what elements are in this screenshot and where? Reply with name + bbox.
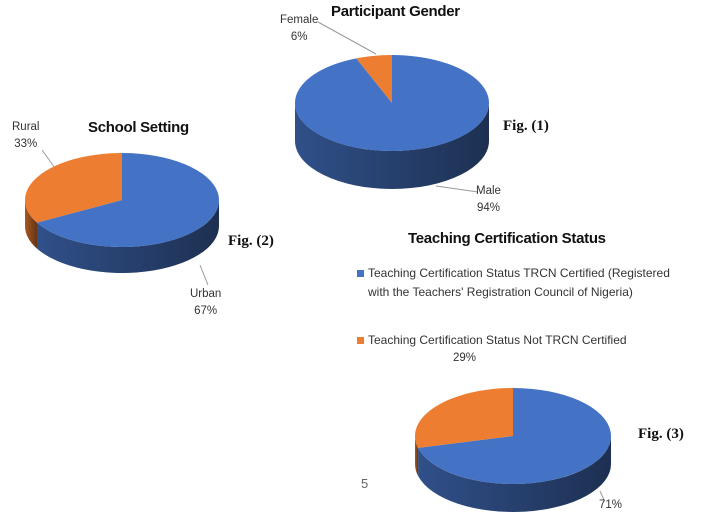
- pie-side-male: [295, 103, 489, 189]
- pie-side-urban: [36, 200, 219, 273]
- pie-slice: [295, 55, 490, 151]
- pie-slice: [24, 153, 123, 223]
- figure-label-3: Fig. (3): [638, 426, 684, 442]
- legend-label: Teaching Certification Status Not TRCN C…: [368, 333, 627, 347]
- pie-slice: [418, 388, 611, 485]
- data-label-urban: Urban 67%: [190, 288, 222, 317]
- figure-label-2: Fig. (2): [228, 233, 274, 249]
- pie-side-teaching: [415, 436, 419, 476]
- data-label-not-certified: 29%: [453, 352, 477, 364]
- page-number: 5: [361, 476, 369, 491]
- data-label-female: Female 6%: [280, 14, 319, 43]
- pie-slice: [36, 153, 219, 248]
- pie-cert: [415, 388, 611, 512]
- chart-title-setting: School Setting: [88, 119, 189, 136]
- legend-label: Teaching Certification Status TRCN Certi…: [368, 266, 670, 299]
- data-label-certified: 71%: [599, 499, 623, 511]
- chart-title-gender: Participant Gender: [331, 3, 460, 20]
- legend-swatch-blue: [357, 270, 364, 277]
- legend-swatch-orange: [357, 337, 364, 344]
- pie-slice: [415, 388, 513, 448]
- figure-label-1: Fig. (1): [503, 118, 549, 134]
- legend-item-not-certified: Teaching Certification Status Not TRCN C…: [357, 331, 687, 350]
- chart-title-cert: Teaching Certification Status: [408, 230, 606, 247]
- pie-slice: [356, 55, 392, 103]
- pie-setting: [24, 153, 219, 273]
- pie-gender: [295, 55, 490, 189]
- data-label-male: Male 94%: [476, 185, 501, 214]
- data-label-rural: Rural 33%: [12, 121, 40, 150]
- pie-side-rural: [25, 200, 37, 249]
- legend-item-certified: Teaching Certification Status TRCN Certi…: [357, 264, 687, 302]
- pie-side-teaching: [418, 436, 611, 512]
